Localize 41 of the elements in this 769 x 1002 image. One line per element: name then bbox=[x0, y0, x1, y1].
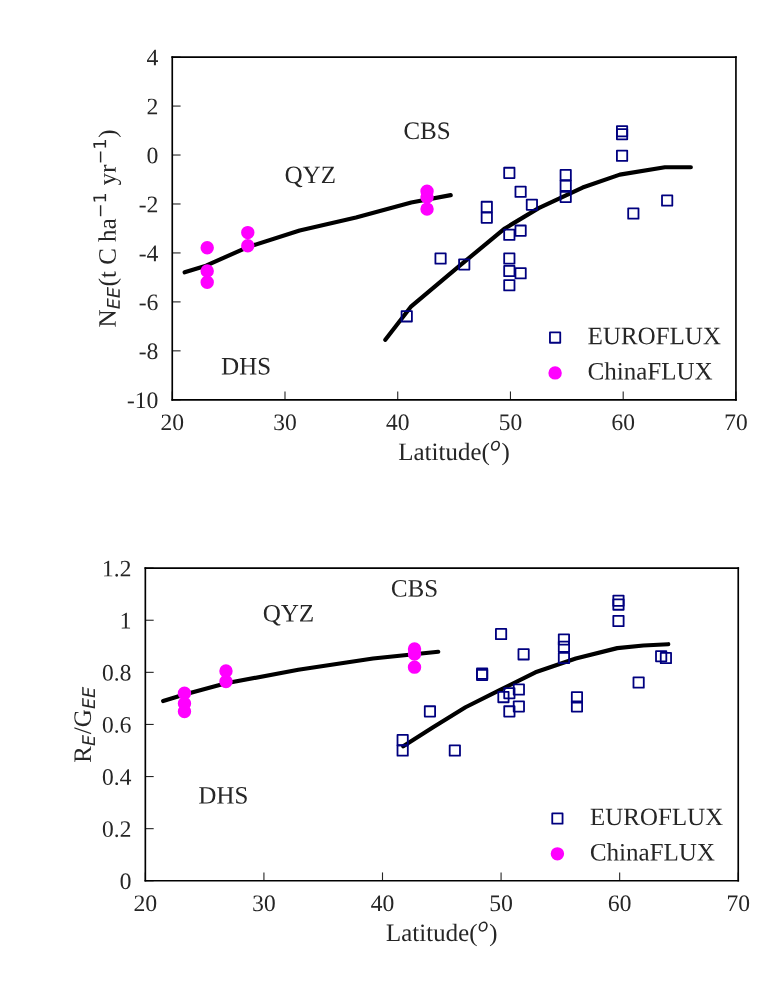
annotation: DHS bbox=[199, 786, 247, 804]
x-axis-title: Latitude($^{o}$) bbox=[386, 921, 497, 947]
y-tick-label: -10 bbox=[127, 392, 158, 409]
y-tick-label: -2 bbox=[139, 196, 158, 213]
annotation: DHS bbox=[221, 357, 270, 375]
y-tick-label: -4 bbox=[139, 245, 158, 262]
y-tick-label: 0.2 bbox=[102, 821, 131, 838]
x-tick-label: 70 bbox=[727, 895, 750, 912]
annotation: QYZ bbox=[263, 604, 313, 626]
y-tick-label: -8 bbox=[139, 343, 158, 360]
legend-label: ChinaFLUX bbox=[588, 362, 713, 380]
annotation: CBS bbox=[391, 580, 437, 597]
y-tick-label: 4 bbox=[147, 49, 158, 66]
legend-label: EUROFLUX bbox=[588, 327, 721, 345]
y-tick-label: 0 bbox=[147, 147, 158, 164]
x-tick-label: 50 bbox=[500, 414, 522, 431]
x-tick-label: 30 bbox=[274, 414, 296, 431]
x-tick-label: 60 bbox=[612, 414, 635, 431]
y-tick-label: 2 bbox=[147, 98, 158, 115]
y-tick-label: 0 bbox=[120, 873, 131, 890]
y-tick-label: 0.8 bbox=[102, 664, 131, 681]
legend-label: EUROFLUX bbox=[590, 808, 723, 826]
x-tick-label: 40 bbox=[371, 895, 394, 912]
y-tick-label: 0.6 bbox=[102, 716, 131, 733]
x-tick-label: 70 bbox=[725, 414, 747, 431]
y-axis-title: N$_{EE}$(t C ha$^{−1}$ yr$^{−1}$) bbox=[93, 130, 122, 327]
annotation: CBS bbox=[404, 122, 450, 140]
x-tick-label: 40 bbox=[386, 414, 409, 431]
y-tick-label: -6 bbox=[139, 294, 158, 311]
y-axis-title: R$_{E}$/G$_{EE}$ bbox=[74, 686, 95, 763]
x-tick-label: 30 bbox=[253, 895, 275, 912]
x-tick-label: 60 bbox=[608, 895, 631, 912]
x-tick-label: 50 bbox=[490, 895, 512, 912]
x-tick-label: 20 bbox=[134, 895, 157, 912]
x-axis-title: Latitude($^{o}$) bbox=[398, 440, 509, 466]
y-tick-label: 0.4 bbox=[102, 769, 132, 786]
legend-label: ChinaFLUX bbox=[590, 843, 715, 861]
y-tick-label: 1 bbox=[121, 612, 131, 629]
annotation: QYZ bbox=[285, 166, 335, 188]
x-tick-label: 20 bbox=[161, 414, 184, 431]
y-tick-label: 1.2 bbox=[104, 560, 131, 577]
